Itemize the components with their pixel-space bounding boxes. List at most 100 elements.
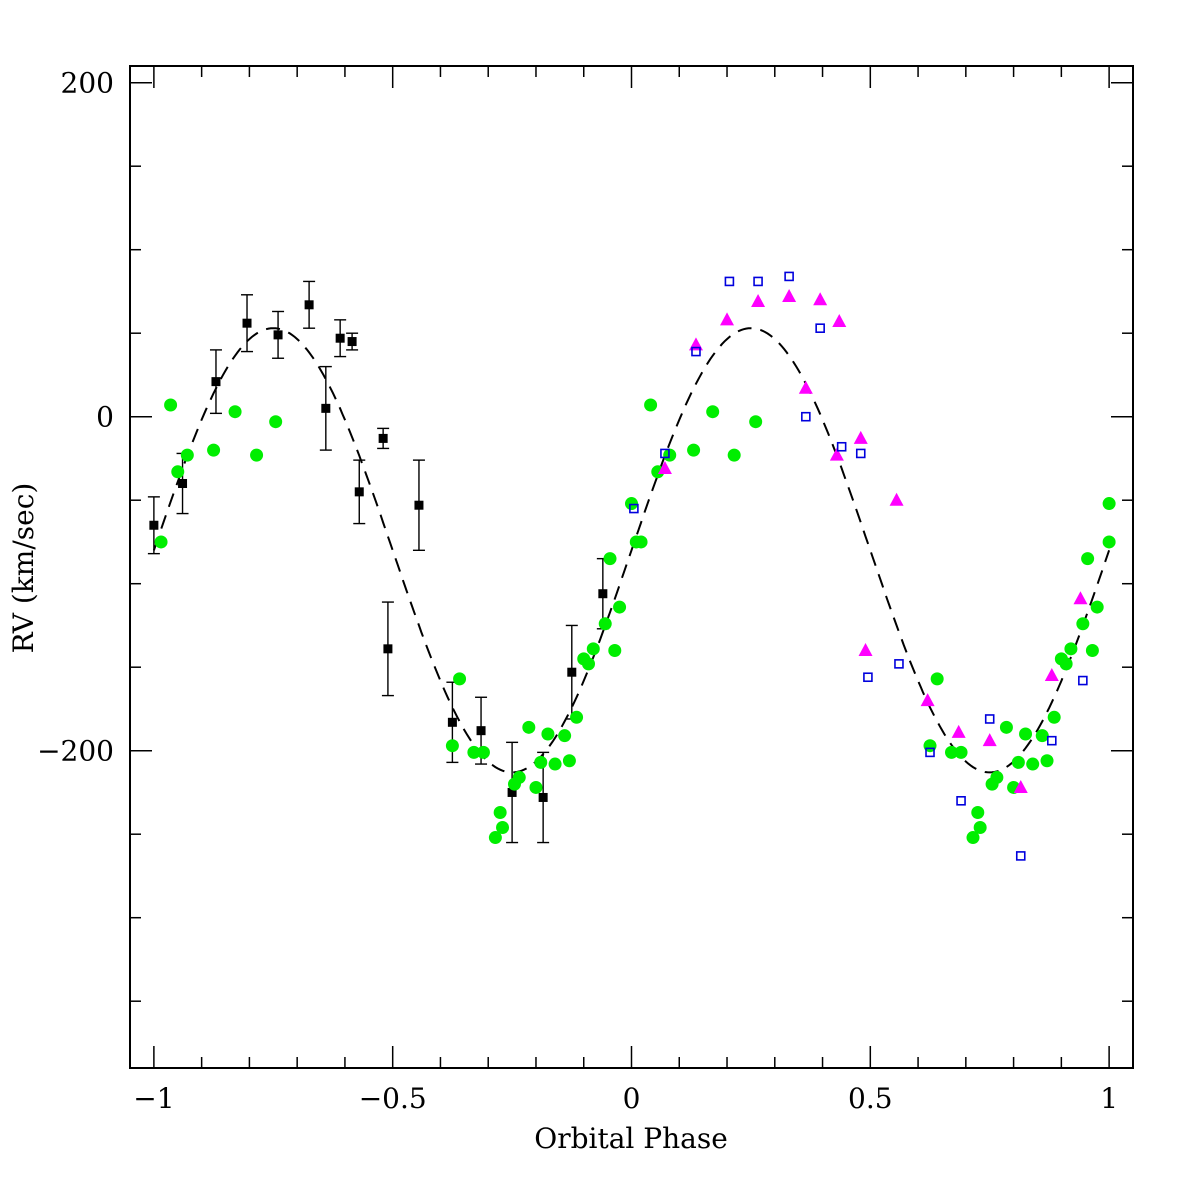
- x-tick-label: 0.5: [848, 1082, 893, 1115]
- green-circle-point: [453, 672, 467, 686]
- x-tick-label: −0.5: [359, 1082, 427, 1115]
- y-tick-label: 0: [96, 401, 114, 434]
- green-circle-point: [476, 745, 490, 759]
- magenta-triangle-point: [1013, 779, 1028, 793]
- plot-frame: [129, 65, 1134, 1069]
- green-circle-point: [973, 821, 987, 835]
- black-square-point: [211, 377, 221, 387]
- green-circle-point: [586, 642, 600, 656]
- green-circle-point: [529, 780, 543, 794]
- y-tick-label: −200: [37, 735, 114, 768]
- black-square-point: [347, 337, 357, 347]
- green-circle-point: [625, 497, 638, 511]
- green-circle-point: [488, 831, 502, 845]
- green-circle-point: [1064, 642, 1078, 656]
- black-square-point: [567, 667, 577, 677]
- black-square-point: [354, 487, 364, 497]
- green-circle-point: [1026, 757, 1040, 771]
- green-circle-point: [1076, 617, 1090, 631]
- green-circle-point: [154, 535, 168, 549]
- black-square-point: [447, 717, 457, 727]
- green-circle-point: [1090, 600, 1104, 614]
- black-square-point: [538, 792, 548, 802]
- magenta-triangle-point: [798, 380, 813, 394]
- blue-open-square-point: [629, 503, 639, 514]
- blue-open-square-point: [660, 448, 670, 459]
- green-circle-point: [1011, 755, 1025, 769]
- green-circle-point: [570, 710, 584, 724]
- blue-open-square-point: [691, 346, 701, 357]
- green-circle-point: [603, 552, 617, 566]
- green-circle-point: [522, 720, 536, 734]
- green-circle-point: [945, 745, 959, 759]
- magenta-triangle-point: [720, 312, 735, 326]
- green-circle-point: [1059, 657, 1073, 671]
- blue-open-square-point: [984, 714, 995, 724]
- model-rv-curve: [152, 327, 1111, 774]
- blue-open-square-point: [815, 323, 825, 333]
- data-points-layer: [147, 271, 1116, 861]
- black-square-point: [335, 333, 345, 343]
- green-circle-point: [687, 443, 701, 457]
- black-square-point: [476, 726, 486, 736]
- blue-open-square-point: [855, 448, 866, 459]
- blue-open-square-point: [894, 659, 904, 669]
- magenta-triangle-point: [920, 693, 935, 707]
- magenta-triangle-point: [782, 288, 797, 302]
- green-circle-point: [634, 535, 648, 549]
- black-square-point: [378, 433, 388, 443]
- x-axis-title: Orbital Phase: [534, 1122, 728, 1155]
- green-circle-point: [706, 405, 720, 419]
- x-tick-label: −1: [133, 1082, 174, 1115]
- green-circle-point: [749, 415, 763, 429]
- x-tick-label: 0: [623, 1082, 641, 1115]
- green-circle-point: [727, 448, 741, 462]
- magenta-triangle-point: [688, 337, 703, 351]
- green-circle-point: [608, 644, 622, 657]
- green-circle-point: [512, 770, 526, 784]
- green-circle-point: [1047, 710, 1061, 724]
- axis-ticks: [130, 66, 1133, 1068]
- green-circle-point: [164, 398, 178, 412]
- green-circle-point: [999, 720, 1013, 734]
- green-circle-point: [250, 448, 264, 462]
- black-square-point: [273, 330, 283, 340]
- blue-open-square-point: [724, 276, 735, 287]
- blue-open-square-point: [784, 271, 794, 282]
- black-square-point: [383, 644, 393, 654]
- green-circle-point: [1040, 754, 1054, 768]
- black-square-point: [507, 787, 517, 797]
- black-square-point: [321, 403, 331, 413]
- blue-open-square-point: [925, 747, 935, 758]
- blue-open-square-point: [1078, 675, 1088, 686]
- blue-open-square-point: [1015, 851, 1026, 861]
- green-circle-point: [269, 415, 283, 429]
- green-circle-point: [1102, 535, 1116, 549]
- black-square-point: [178, 479, 188, 488]
- green-circle-point: [207, 443, 221, 457]
- green-circle-point: [562, 754, 576, 768]
- blue-open-square-point: [956, 795, 966, 806]
- model-curve-layer: [152, 327, 1111, 774]
- blue-open-square-point: [863, 672, 873, 683]
- green-circle-point: [990, 770, 1004, 784]
- green-circle-point: [966, 831, 980, 845]
- green-circle-point: [228, 405, 242, 419]
- black-square-point: [598, 589, 608, 599]
- black-square-point: [304, 300, 314, 310]
- x-tick-label: 1: [1100, 1082, 1118, 1115]
- green-circle-point: [1035, 729, 1049, 743]
- magenta-triangle-point: [832, 314, 847, 328]
- green-circle-point: [541, 727, 555, 741]
- magenta-triangle-point: [982, 733, 997, 747]
- green-circle-point: [613, 600, 627, 614]
- green-circle-point: [644, 398, 658, 412]
- green-circle-point: [598, 617, 612, 631]
- magenta-triangle-point: [751, 293, 766, 307]
- green-circle-point: [171, 465, 185, 479]
- green-circle-point: [548, 757, 562, 771]
- blue-open-square-point: [1047, 735, 1057, 746]
- green-circle-point: [1081, 552, 1095, 566]
- green-circle-point: [1019, 727, 1033, 741]
